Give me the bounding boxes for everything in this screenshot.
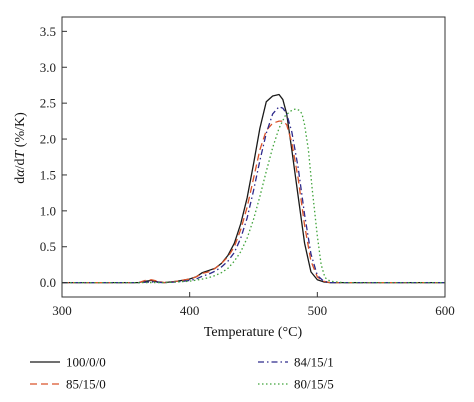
y-tick-label: 1.0: [40, 203, 56, 218]
plot-frame: [61, 16, 446, 298]
legend: 100/0/0 84/15/1 85/15/0 80/15/5: [30, 355, 334, 392]
legend-label: 100/0/0: [66, 355, 106, 370]
legend-label: 80/15/5: [294, 377, 334, 392]
y-tick-label: 3.5: [40, 24, 56, 39]
y-axis-title-unit: (%/K): [13, 112, 28, 151]
x-axis-title: Temperature (°C): [204, 325, 303, 340]
legend-label: 84/15/1: [294, 355, 334, 370]
series-line-100-0-0: [62, 93, 445, 284]
series-line-80-15-5: [62, 108, 445, 284]
series-line-85-15-0: [62, 120, 445, 284]
legend-label: 85/15/0: [66, 377, 106, 392]
y-axis-title-d1: d: [13, 177, 28, 184]
x-tick-label: 500: [308, 303, 328, 318]
y-axis-title-alpha: α: [13, 169, 28, 177]
y-tick-label: 1.5: [40, 167, 56, 182]
y-tick-label: 0.5: [40, 239, 56, 254]
x-tick-label: 600: [435, 303, 455, 318]
y-tick-label: 2.0: [40, 132, 56, 147]
y-tick-label: 0.0: [40, 275, 56, 290]
x-tick-label: 300: [52, 303, 72, 318]
y-axis-title-t: T: [13, 150, 28, 159]
x-tick-label: 400: [180, 303, 200, 318]
series-line-84-15-1: [62, 106, 445, 284]
y-axis-title: dα/dT (%/K): [13, 112, 28, 184]
y-tick-label: 3.0: [40, 60, 56, 75]
axis-ticks: 300 400 500 600 0.0 0.5 1.0 1.5 2.0 2.5 3.0 3.5: [40, 24, 455, 318]
plot-marks: [62, 93, 445, 284]
y-tick-label: 2.5: [40, 96, 56, 111]
y-axis-title-mid: /d: [13, 159, 28, 170]
